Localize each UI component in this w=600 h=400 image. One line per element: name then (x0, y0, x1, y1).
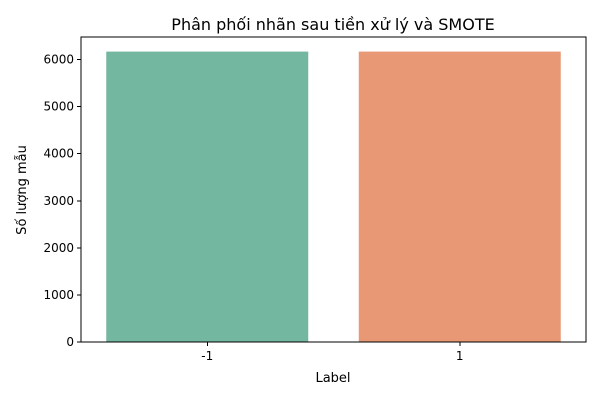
y-tick-label: 2000 (43, 241, 74, 255)
x-tick-label: -1 (201, 349, 213, 363)
y-tick-label: 1000 (43, 288, 74, 302)
y-tick-label: 6000 (43, 53, 74, 67)
y-axis-label: Số lượng mẫu (15, 145, 30, 235)
y-tick-label: 3000 (43, 194, 74, 208)
y-axis-ticks: 0 1000 2000 3000 4000 5000 6000 (43, 53, 81, 349)
bars (106, 51, 561, 342)
y-tick-label: 4000 (43, 147, 74, 161)
bar--1 (106, 51, 309, 342)
x-tick-label: 1 (456, 349, 464, 363)
plot-frame (80, 36, 587, 343)
y-tick-label: 0 (66, 335, 74, 349)
bar-1 (358, 51, 561, 342)
x-axis-ticks: -1 1 (201, 342, 464, 363)
chart-title: Phân phối nhãn sau tiền xử lý và SMOTE (171, 15, 494, 34)
y-tick-label: 5000 (43, 100, 74, 114)
x-axis-label: Label (315, 371, 350, 386)
